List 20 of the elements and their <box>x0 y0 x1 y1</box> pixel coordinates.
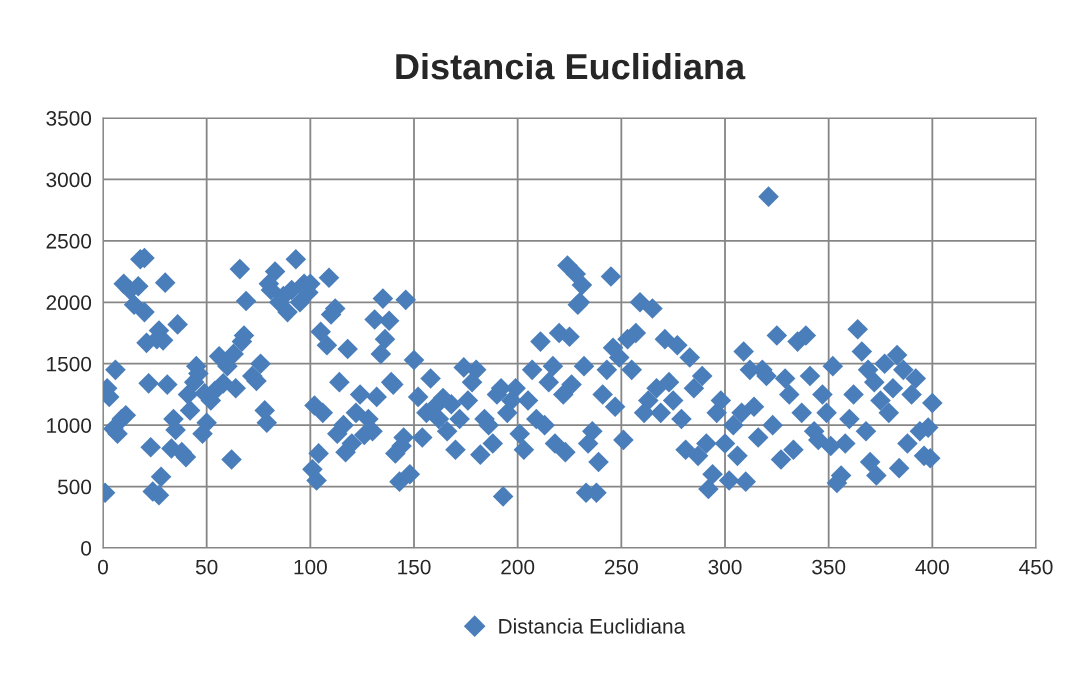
y-tick-label: 500 <box>57 479 92 495</box>
x-tick-label: 50 <box>195 559 218 575</box>
y-tick-label: 1500 <box>47 356 92 372</box>
y-tick-label: 0 <box>81 541 92 556</box>
x-tick-label: 200 <box>501 559 535 575</box>
y-tick-label: 3000 <box>46 172 92 188</box>
x-tick-label: 350 <box>812 559 846 575</box>
x-tick-label: 150 <box>398 559 431 575</box>
x-tick-label: 0 <box>98 559 108 575</box>
x-tick-label: 100 <box>294 559 327 575</box>
y-tick-label: 1000 <box>47 418 92 433</box>
x-tick-label: 400 <box>915 559 949 575</box>
x-tick-label: 250 <box>605 559 638 575</box>
x-tick-label: 300 <box>708 559 742 575</box>
y-tick-label: 2000 <box>46 295 92 311</box>
x-tick-label: 450 <box>1019 559 1053 575</box>
y-tick-label: 2500 <box>46 233 92 249</box>
chart-title: Distancia Euclidiana <box>396 52 746 80</box>
y-tick-label: 3500 <box>46 111 92 126</box>
legend-label: Distancia Euclidiana <box>499 618 686 634</box>
